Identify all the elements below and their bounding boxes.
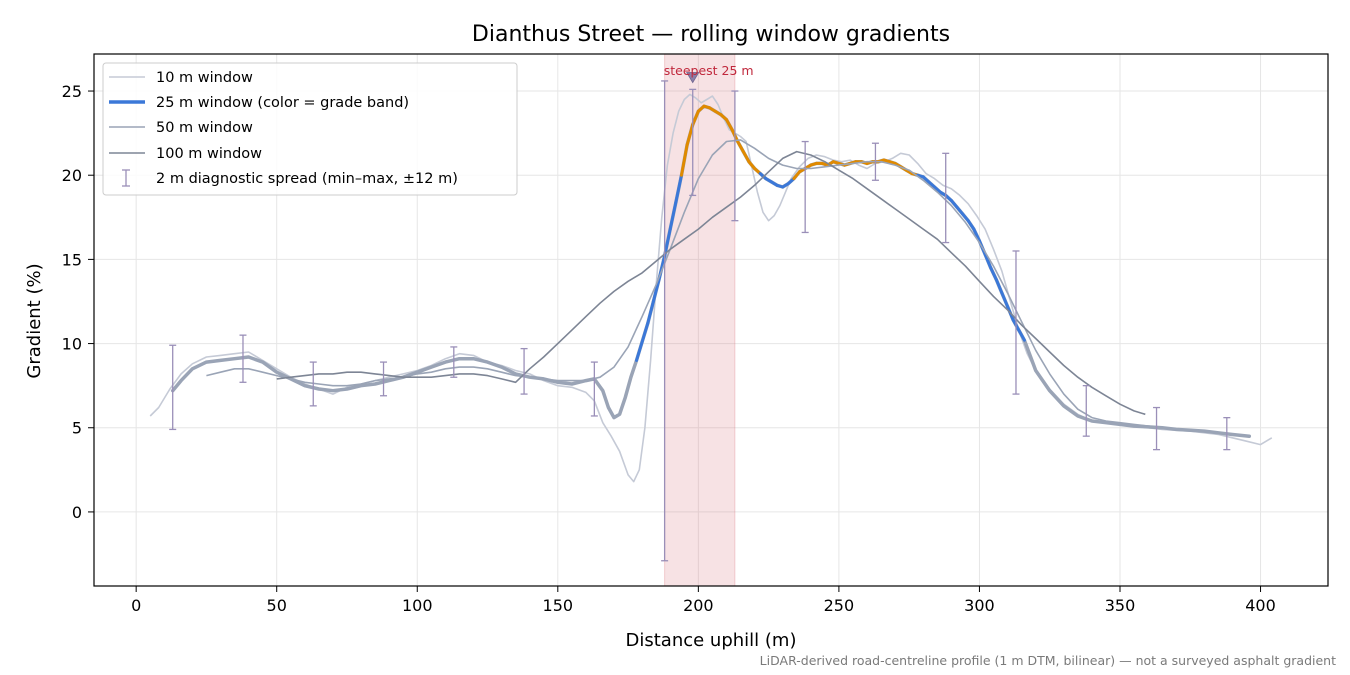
- series-25m-segment: [989, 266, 998, 282]
- legend-entry: 2 m diagnostic spread (min–max, ±12 m): [156, 171, 458, 187]
- series-25m-segment: [668, 200, 678, 231]
- series-25m-segment: [663, 227, 672, 258]
- legend-entry: 10 m window: [156, 70, 253, 86]
- steepest-label: steepest 25 m: [664, 63, 754, 78]
- series-100m-line: [276, 150, 1146, 416]
- steepest-window-band: [664, 53, 736, 587]
- legend: 10 m window 25 m window (color = grade ba…: [102, 62, 518, 196]
- y-tick-label: 5: [72, 419, 82, 438]
- series-25m-segment: [983, 252, 993, 270]
- y-tick-label: 25: [62, 82, 82, 101]
- y-tick-label: 15: [62, 250, 82, 269]
- x-tick-label: 300: [964, 596, 995, 615]
- x-tick-label: 100: [402, 596, 433, 615]
- series-25m-segment: [651, 278, 661, 303]
- series-25m-segment: [972, 227, 981, 243]
- series-25m-segment: [1017, 328, 1026, 342]
- y-tick-label: 0: [72, 503, 82, 522]
- series-25m-segment: [685, 123, 695, 147]
- steepest-marker-icon: [686, 72, 700, 84]
- x-tick-label: 250: [824, 596, 855, 615]
- x-axis-label: Distance uphill (m): [626, 630, 797, 651]
- series-25m-segment: [724, 118, 734, 132]
- series-25m-segment: [1000, 291, 1010, 309]
- x-tick-label: 0: [131, 596, 141, 615]
- series-25m-segment: [741, 150, 751, 164]
- series-25m-segment: [736, 140, 745, 154]
- series-25m-segment: [691, 109, 700, 127]
- series-25m-segment: [966, 219, 976, 231]
- y-tick-label: 20: [62, 166, 82, 185]
- x-tick-label: 150: [543, 596, 574, 615]
- series-25m-segment: [635, 340, 644, 362]
- axes-frame: [93, 53, 1329, 587]
- series-25m-segment: [646, 299, 655, 325]
- legend-entry: 100 m window: [156, 146, 262, 162]
- x-tick-label: 200: [683, 596, 714, 615]
- y-tick-label: 10: [62, 335, 82, 354]
- legend-entry: 25 m window (color = grade band): [156, 95, 409, 111]
- series-25m-segment: [994, 278, 1004, 295]
- series-50m-line: [206, 139, 1247, 437]
- chart-title: Dianthus Street — rolling window gradien…: [472, 22, 950, 47]
- y-axis-label: Gradient (%): [24, 263, 45, 378]
- x-tick-label: 400: [1245, 596, 1276, 615]
- legend-entry: 50 m window: [156, 120, 253, 136]
- x-tick-label: 50: [267, 596, 287, 615]
- legend-box: [102, 62, 518, 196]
- series-group: [149, 80, 1273, 562]
- series-25m-segment: [679, 143, 689, 177]
- footnote: LiDAR-derived road-centreline profile (1…: [760, 653, 1336, 668]
- series-25m-segment: [674, 173, 683, 204]
- series-25m-segment: [640, 321, 650, 344]
- plot-area: steepest 25 m 0 50 100 150 200 250 300 350 400 0 5 1…: [62, 53, 1329, 615]
- x-tick-label: 350: [1105, 596, 1136, 615]
